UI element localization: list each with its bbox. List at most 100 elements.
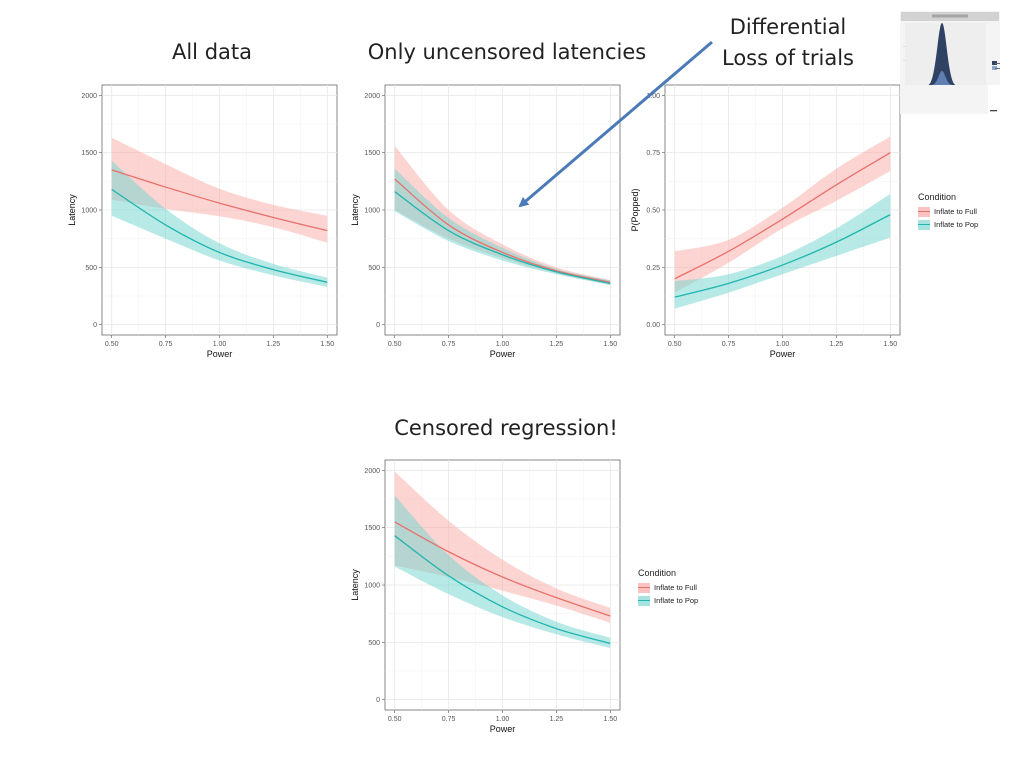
y-tick-label: 500 (368, 640, 380, 647)
title-censored-regression: Censored regression! (394, 416, 618, 440)
series-line (394, 535, 611, 645)
legend-label-pop: Inflate to Pop (934, 220, 979, 229)
y-tick-label: 0 (376, 322, 380, 329)
legend-item-inflate-pop: Inflate to Pop (918, 218, 978, 231)
data-point (394, 521, 395, 522)
x-tick-label: 0.75 (442, 341, 456, 348)
x-tick-label: 1.00 (213, 341, 227, 348)
data-point (610, 643, 611, 644)
svg-text:—: — (903, 45, 906, 48)
data-point (610, 283, 611, 284)
legend-label-pop: Inflate to Pop (654, 596, 699, 605)
y-axis-title: Latency (350, 569, 360, 601)
x-tick-label: 1.00 (496, 716, 510, 723)
y-tick-label: 1500 (364, 150, 380, 157)
data-point (448, 224, 449, 225)
data-point (448, 551, 449, 552)
y-axis-title: Latency (67, 194, 77, 226)
data-point (610, 615, 611, 616)
data-point (111, 189, 112, 190)
x-tick-label: 0.50 (668, 341, 682, 348)
y-tick-label: 0.25 (646, 265, 660, 272)
series-line (394, 521, 611, 617)
series-line (111, 169, 328, 232)
x-tick-label: 1.25 (550, 716, 564, 723)
y-tick-label: 0 (376, 697, 380, 704)
y-axis-title: P(Popped) (630, 188, 640, 231)
data-point (165, 224, 166, 225)
x-tick-label: 1.25 (830, 341, 844, 348)
data-point (728, 283, 729, 284)
data-point (890, 152, 891, 153)
y-axis-title: Latency (350, 194, 360, 226)
legend-key-pop (918, 219, 930, 230)
confidence-band (111, 160, 328, 287)
data-point (502, 252, 503, 253)
chart-all-data: 0.50 0.75 1.00 1.25 1.50 0 500 1000 1500 2000 Powe… (67, 84, 338, 359)
legend-condition-top: Condition Inflate to Full Inflate to Pop (918, 192, 978, 231)
chart-uncensored-latencies: 0.50 0.75 1.00 1.25 1.50 0 500 1000 1500 2000 Powe… (350, 84, 621, 359)
data-point (165, 186, 166, 187)
y-tick-label: 500 (368, 265, 380, 272)
legend-title: Condition (918, 192, 957, 202)
title-all-data: All data (171, 40, 252, 64)
confidence-band (111, 137, 328, 243)
x-tick-label: 0.50 (105, 341, 119, 348)
y-tick-label: 2000 (364, 93, 380, 100)
chart-popped-probability: 0.50 0.75 1.00 1.25 1.50 0.00 0.25 0.50 0.75 1.00… (630, 84, 901, 359)
data-point (556, 271, 557, 272)
x-tick-label: 1.00 (496, 341, 510, 348)
x-tick-label: 1.50 (603, 716, 617, 723)
data-point (674, 278, 675, 279)
data-point (782, 264, 783, 265)
y-tick-label: 500 (85, 265, 97, 272)
svg-text:—: — (903, 59, 906, 62)
legend-item-inflate-full: Inflate to Full (638, 581, 698, 594)
screenshot-thumbnail: — — (900, 11, 1000, 114)
x-tick-label: 0.75 (722, 341, 736, 348)
title-differential-line2: Loss of trials (722, 46, 854, 70)
title-differential-loss: Differential Loss of trials (700, 12, 876, 74)
y-tick-label: 2000 (81, 93, 97, 100)
y-tick-label: 0.75 (646, 150, 660, 157)
confidence-band (394, 495, 611, 649)
data-point (111, 169, 112, 170)
data-point (273, 217, 274, 218)
data-point (502, 254, 503, 255)
title-differential-line1: Differential (729, 15, 847, 39)
data-point (674, 297, 675, 298)
data-point (394, 178, 395, 179)
data-point (836, 242, 837, 243)
x-axis-title: Power (770, 349, 796, 359)
x-tick-label: 1.25 (550, 341, 564, 348)
data-point (556, 628, 557, 629)
data-point (502, 576, 503, 577)
y-tick-label: 1.00 (646, 93, 660, 100)
data-point (394, 191, 395, 192)
data-point (890, 214, 891, 215)
data-point (327, 230, 328, 231)
y-tick-label: 1500 (364, 525, 380, 532)
confidence-band (674, 193, 891, 309)
legend-key-pop (638, 595, 650, 606)
legend-title: Condition (638, 568, 677, 578)
series-line (394, 191, 611, 285)
confidence-band (674, 136, 891, 293)
data-point (273, 269, 274, 270)
x-tick-label: 0.75 (159, 341, 173, 348)
y-tick-label: 1500 (81, 150, 97, 157)
legend-condition-bottom: Condition Inflate to Full Inflate to Pop (638, 568, 698, 607)
series-line (674, 214, 891, 298)
y-tick-label: 2000 (364, 468, 380, 475)
x-axis-title: Power (490, 349, 516, 359)
data-point (219, 252, 220, 253)
x-tick-label: 0.75 (442, 716, 456, 723)
data-point (836, 184, 837, 185)
legend-label-full: Inflate to Full (654, 583, 697, 592)
data-point (556, 597, 557, 598)
data-point (782, 219, 783, 220)
y-tick-label: 1000 (81, 208, 97, 215)
x-tick-label: 1.25 (267, 341, 281, 348)
legend-label-full: Inflate to Full (934, 207, 977, 216)
series-line (394, 178, 611, 283)
